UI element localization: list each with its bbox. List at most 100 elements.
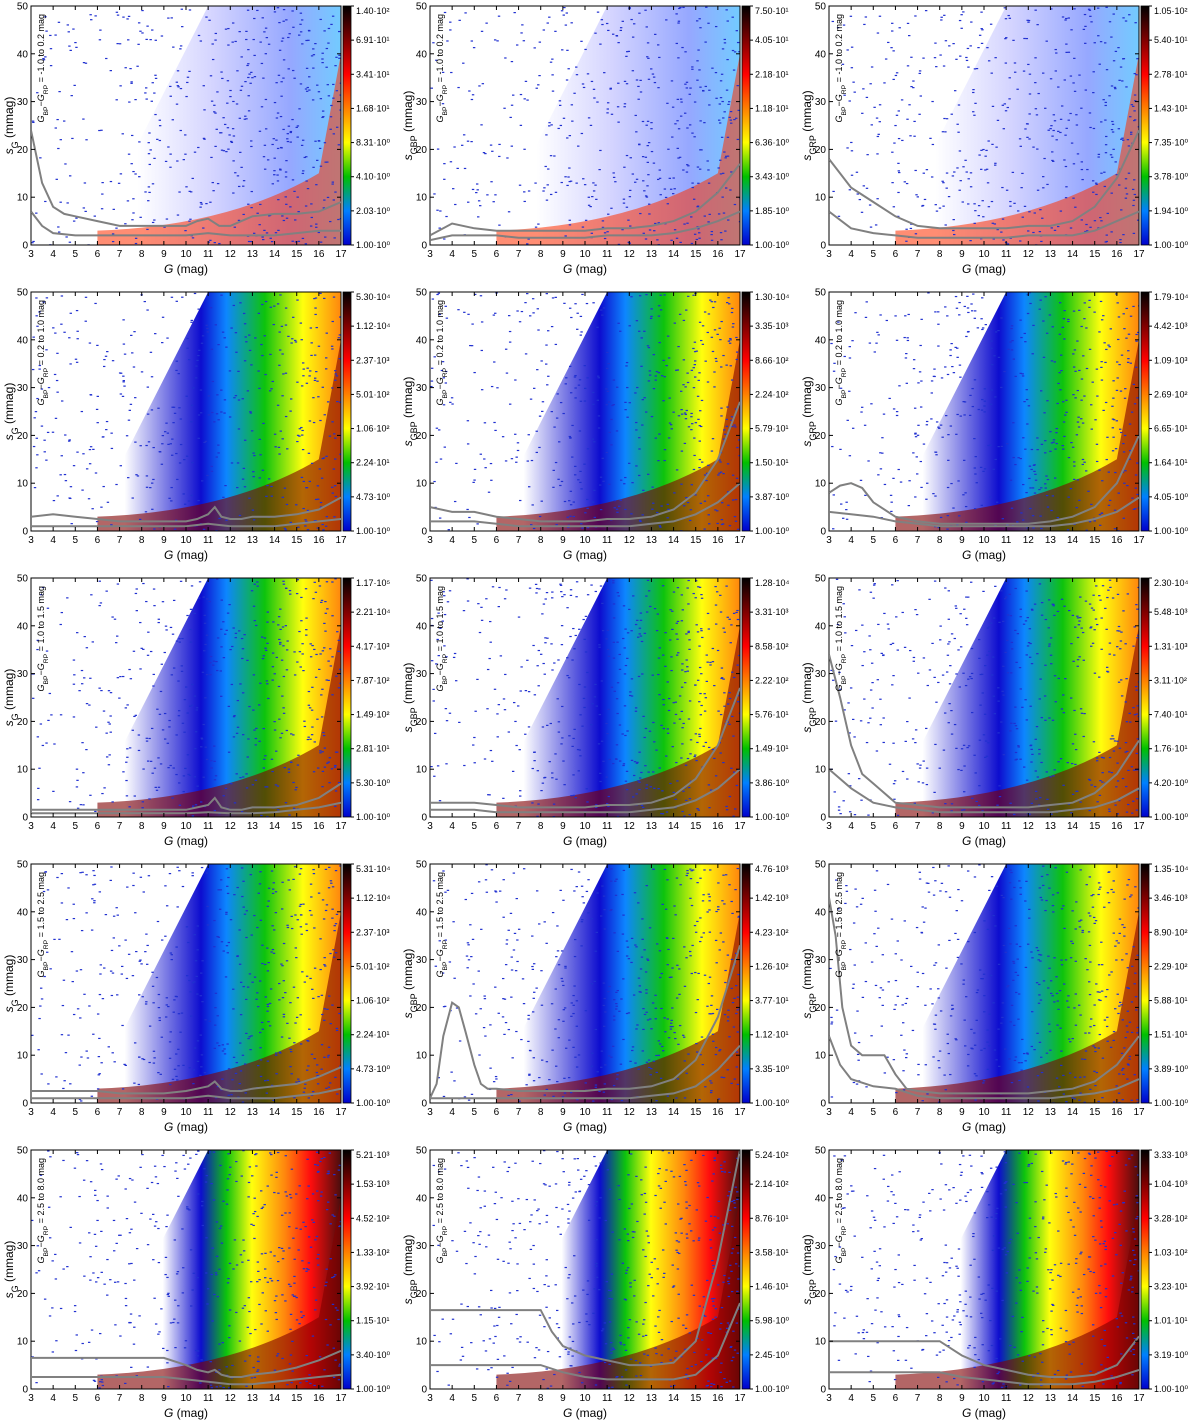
noise-pixel	[603, 232, 607, 234]
colorbar-tick-label: 7.87·10²	[356, 675, 390, 685]
colorbar-tick-label: 5.40·10¹	[1154, 35, 1188, 45]
noise-pixel	[635, 79, 639, 81]
noise-pixel	[297, 240, 301, 242]
noise-pixel	[675, 622, 678, 624]
noise-pixel	[190, 704, 194, 706]
noise-pixel	[331, 320, 334, 323]
noise-pixel	[209, 655, 213, 658]
noise-pixel	[723, 42, 727, 44]
noise-pixel	[736, 85, 739, 87]
noise-pixel	[329, 116, 333, 118]
noise-pixel	[533, 751, 536, 753]
noise-pixel	[333, 485, 337, 487]
noise-pixel	[1123, 434, 1127, 437]
noise-pixel	[641, 806, 645, 809]
noise-pixel	[94, 15, 97, 17]
noise-pixel	[85, 468, 89, 470]
noise-pixel	[306, 187, 310, 190]
noise-pixel	[178, 638, 181, 640]
noise-pixel	[1012, 358, 1016, 360]
noise-pixel	[1122, 58, 1126, 60]
x-tick-label: 6	[494, 821, 500, 832]
noise-pixel	[698, 645, 701, 647]
noise-pixel	[1017, 746, 1020, 748]
noise-pixel	[989, 403, 993, 405]
noise-pixel	[317, 498, 320, 500]
noise-pixel	[284, 587, 288, 589]
noise-pixel	[1013, 62, 1017, 64]
noise-pixel	[1007, 348, 1010, 350]
noise-pixel	[310, 342, 313, 344]
noise-pixel	[67, 440, 71, 442]
noise-pixel	[680, 413, 684, 415]
noise-pixel	[942, 205, 945, 207]
colorbar-tick-label: 4.10·10⁰	[356, 172, 391, 182]
noise-pixel	[216, 182, 220, 185]
noise-pixel	[82, 207, 86, 209]
noise-pixel	[308, 89, 311, 91]
noise-pixel	[261, 236, 264, 238]
noise-pixel	[443, 595, 446, 597]
noise-pixel	[235, 351, 238, 353]
noise-pixel	[311, 99, 315, 101]
noise-pixel	[727, 303, 731, 305]
noise-pixel	[54, 332, 57, 334]
noise-pixel	[985, 755, 989, 757]
noise-pixel	[1028, 477, 1031, 480]
noise-pixel	[1040, 601, 1044, 604]
noise-pixel	[951, 175, 955, 177]
noise-pixel	[216, 394, 219, 396]
rms-curve-1	[430, 482, 740, 528]
noise-pixel	[470, 98, 474, 101]
noise-pixel	[652, 771, 655, 773]
y-axis-label: sG (mmag)	[2, 97, 20, 155]
noise-pixel	[650, 315, 653, 318]
noise-pixel	[153, 528, 156, 530]
noise-pixel	[564, 383, 567, 385]
noise-pixel	[696, 679, 700, 681]
noise-pixel	[636, 619, 639, 621]
noise-pixel	[942, 749, 946, 751]
noise-pixel	[635, 131, 638, 133]
noise-pixel	[126, 18, 129, 20]
color-bin-label: GBP−GRP = 0.2 to 1.0 mag	[36, 300, 50, 406]
x-tick-label: 7	[915, 249, 921, 260]
noise-pixel	[695, 238, 699, 241]
noise-pixel	[704, 697, 708, 699]
noise-pixel	[150, 376, 154, 378]
noise-pixel	[989, 23, 993, 25]
noise-pixel	[157, 757, 160, 759]
noise-pixel	[693, 364, 696, 366]
y-tick-label: 10	[815, 479, 827, 490]
noise-pixel	[1136, 58, 1139, 60]
noise-pixel	[306, 509, 310, 512]
noise-pixel	[132, 650, 136, 652]
noise-pixel	[727, 297, 730, 299]
noise-pixel	[666, 503, 669, 505]
noise-pixel	[318, 585, 322, 587]
noise-pixel	[83, 677, 86, 679]
noise-pixel	[452, 656, 456, 659]
noise-pixel	[121, 395, 125, 397]
noise-pixel	[224, 28, 228, 30]
noise-pixel	[642, 180, 645, 182]
noise-pixel	[261, 303, 264, 306]
noise-pixel	[191, 815, 195, 817]
noise-pixel	[533, 387, 536, 389]
noise-pixel	[442, 404, 446, 406]
noise-pixel	[519, 790, 522, 792]
noise-pixel	[677, 415, 681, 417]
noise-pixel	[331, 486, 334, 488]
noise-pixel	[206, 598, 209, 600]
noise-pixel	[671, 746, 674, 748]
noise-pixel	[516, 705, 520, 707]
noise-pixel	[960, 769, 963, 772]
noise-pixel	[54, 417, 58, 419]
noise-pixel	[537, 803, 540, 805]
noise-pixel	[278, 643, 282, 645]
noise-pixel	[1114, 161, 1117, 163]
noise-pixel	[643, 190, 646, 192]
noise-pixel	[962, 11, 965, 13]
noise-pixel	[969, 240, 972, 242]
